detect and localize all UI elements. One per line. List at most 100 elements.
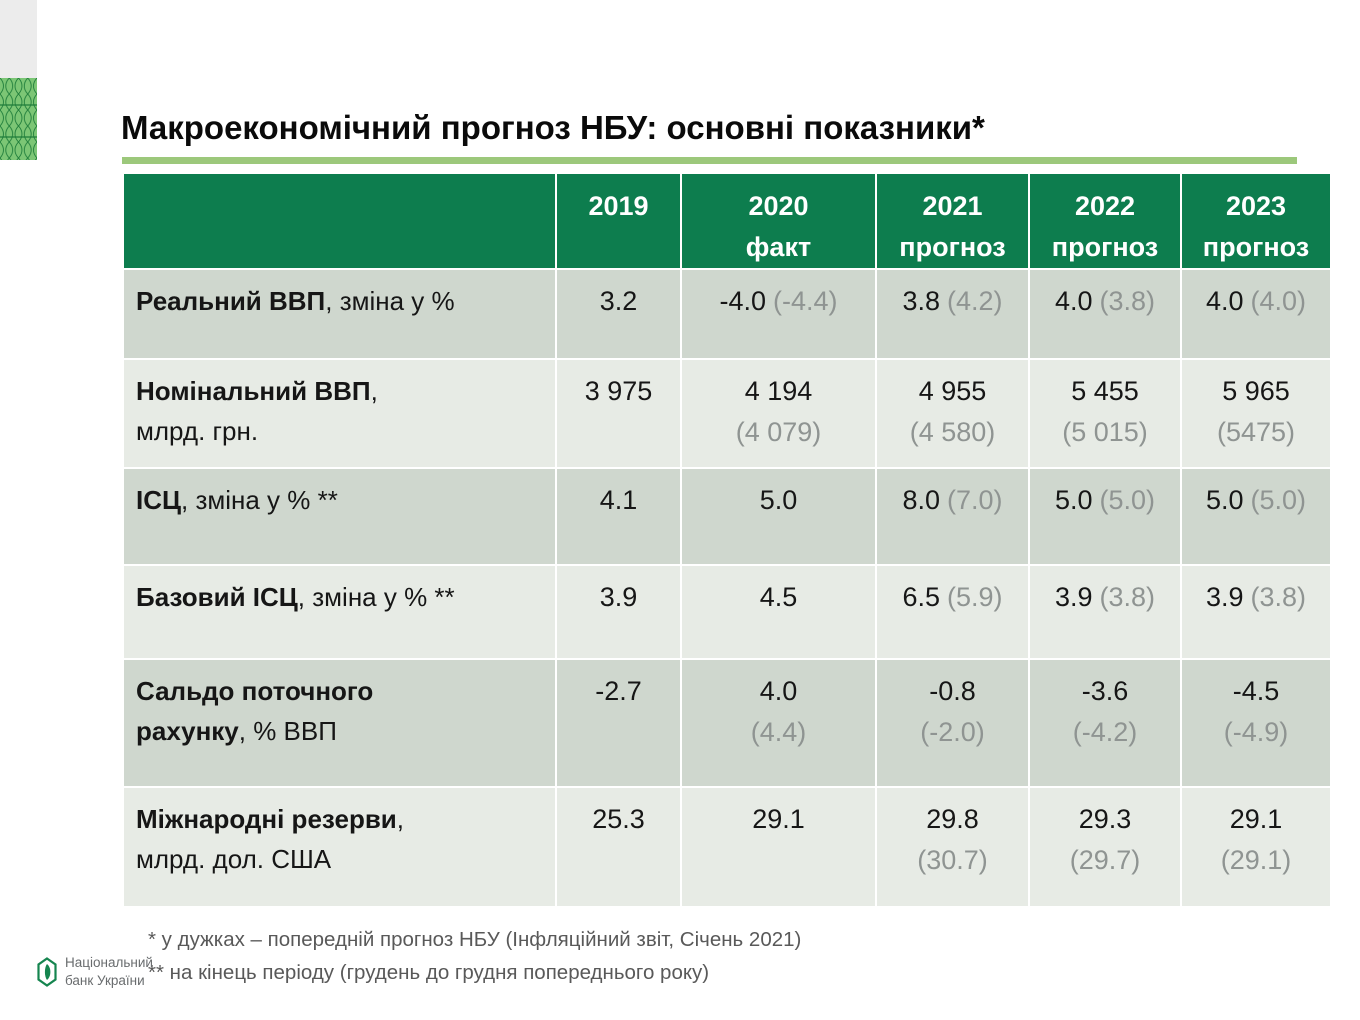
value-main: 4.0 bbox=[1205, 286, 1244, 317]
value-cell: 3.8 (4.2) bbox=[875, 268, 1030, 361]
label-bold: Міжнародні резерви bbox=[136, 804, 397, 835]
value-main: 6.5 bbox=[902, 582, 940, 613]
title-underline bbox=[122, 157, 1297, 164]
value-cell: 4 194 (4 079) bbox=[680, 358, 877, 470]
value-main: 4 955 bbox=[918, 376, 987, 407]
value-main: 4 194 bbox=[744, 376, 813, 407]
value-cell: 29.1 (29.1) bbox=[1180, 786, 1332, 909]
value-main: 29.3 bbox=[1078, 804, 1132, 835]
col-header-year: 2020 bbox=[748, 191, 809, 221]
row-label: ІСЦ, зміна у % ** bbox=[122, 467, 557, 567]
label-rest: млрд. грн. bbox=[136, 416, 259, 447]
row-reserves: Міжнародні резерви, млрд. дол. США 25.3 … bbox=[122, 786, 1332, 909]
value-prev-forecast: (-2.0) bbox=[920, 716, 985, 747]
footnote-2: ** на кінець періоду (грудень до грудня … bbox=[148, 961, 710, 985]
value-cell: -4.0 (-4.4) bbox=[680, 268, 877, 361]
value-prev-forecast: (3.8) bbox=[1099, 286, 1156, 317]
value-cell: 3.9 (3.8) bbox=[1028, 564, 1182, 661]
value-main: 5 965 bbox=[1222, 376, 1290, 407]
value-main: 4.0 bbox=[759, 676, 798, 707]
value-cell: 29.3 (29.7) bbox=[1028, 786, 1182, 909]
value-main: 5.0 bbox=[759, 485, 798, 516]
nbu-logo-line1: Національний bbox=[65, 955, 153, 970]
value-cell: 3.9 (3.8) bbox=[1180, 564, 1332, 661]
label-line: млрд. дол. США bbox=[136, 839, 541, 879]
value-main: 4.0 bbox=[1054, 286, 1093, 317]
value-cell: 5 455 (5 015) bbox=[1028, 358, 1182, 470]
col-header-sub: прогноз bbox=[1202, 232, 1310, 263]
value-main: 3 975 bbox=[584, 376, 653, 407]
col-header-year: 2022 bbox=[1074, 191, 1136, 221]
value-main: 3.9 bbox=[1054, 582, 1093, 613]
col-header-year: 2021 bbox=[922, 191, 983, 221]
value-main: 3.2 bbox=[599, 286, 638, 317]
footnotes: * у дужках – попередній прогноз НБУ (Інф… bbox=[148, 923, 801, 989]
label-rest: , % ВВП bbox=[238, 716, 337, 747]
value-main: 29.1 bbox=[1229, 804, 1283, 835]
value-prev-forecast: (3.8) bbox=[1250, 582, 1307, 613]
row-nominal-gdp: Номінальний ВВП, млрд. грн. 3 975 4 194 (… bbox=[122, 358, 1332, 470]
value-prev-forecast: (5.0) bbox=[1099, 485, 1156, 516]
value-main: 29.1 bbox=[752, 804, 805, 835]
value-cell: 5.0 (5.0) bbox=[1028, 467, 1182, 567]
header-row: 2019 2020 факт 2021 прогноз 2022 прогноз… bbox=[122, 171, 1332, 271]
col-header-sub: прогноз bbox=[899, 232, 1006, 263]
label-rest: , зміна у % ** bbox=[297, 582, 455, 613]
row-label: Реальний ВВП, зміна у % bbox=[122, 268, 557, 361]
value-prev-forecast: (5 015) bbox=[1062, 416, 1148, 447]
value-prev-forecast: (7.0) bbox=[947, 485, 1003, 516]
value-main: -4.0 bbox=[719, 286, 766, 317]
label-bold: Номінальний ВВП bbox=[136, 376, 371, 407]
value-cell: -0.8 (-2.0) bbox=[875, 658, 1030, 789]
value-main: -0.8 bbox=[929, 676, 976, 707]
value-cell: 4.1 bbox=[555, 467, 682, 567]
nbu-logo-line2: банк України bbox=[65, 972, 145, 988]
label-line: Реальний ВВП, зміна у % bbox=[136, 281, 541, 321]
label-rest: , зміна у % ** bbox=[181, 485, 338, 516]
label-rest: , bbox=[370, 376, 378, 407]
value-cell: 5 965 (5475) bbox=[1180, 358, 1332, 470]
col-header-2021: 2021 прогноз bbox=[875, 171, 1030, 271]
value-cell: 29.1 bbox=[680, 786, 877, 909]
value-prev-forecast: (4 580) bbox=[909, 416, 996, 447]
row-label: Сальдо поточного рахунку, % ВВП bbox=[122, 658, 557, 789]
value-main: 5 455 bbox=[1071, 376, 1139, 407]
nbu-logo: Національний банк України bbox=[36, 954, 153, 989]
row-cpi: ІСЦ, зміна у % ** 4.1 5.0 8.0 (7.0) 5.0 (5… bbox=[122, 467, 1332, 567]
value-main: 4.5 bbox=[759, 582, 798, 613]
value-prev-forecast: (4.2) bbox=[947, 286, 1003, 317]
value-cell: 29.8 (30.7) bbox=[875, 786, 1030, 909]
col-header-sub: факт bbox=[745, 232, 812, 263]
forecast-table: 2019 2020 факт 2021 прогноз 2022 прогноз… bbox=[122, 171, 1332, 909]
lattice-pattern-icon bbox=[0, 78, 37, 160]
label-bold: Сальдо поточного bbox=[136, 676, 374, 707]
label-line: Сальдо поточного bbox=[136, 671, 541, 711]
value-main: 25.3 bbox=[592, 804, 645, 835]
value-cell: 4.0 (4.0) bbox=[1180, 268, 1332, 361]
value-cell: 8.0 (7.0) bbox=[875, 467, 1030, 567]
label-line: рахунку, % ВВП bbox=[136, 711, 541, 751]
value-cell: 5.0 bbox=[680, 467, 877, 567]
corner-gray-bar bbox=[0, 0, 37, 78]
value-main: 3.9 bbox=[599, 582, 638, 613]
value-cell: 4.0 (4.4) bbox=[680, 658, 877, 789]
value-cell: -3.6 (-4.2) bbox=[1028, 658, 1182, 789]
value-cell: 25.3 bbox=[555, 786, 682, 909]
value-cell: 4.5 bbox=[680, 564, 877, 661]
value-prev-forecast: (29.7) bbox=[1069, 844, 1141, 875]
label-line: ІСЦ, зміна у % ** bbox=[136, 480, 541, 520]
nbu-emblem-icon bbox=[37, 956, 57, 987]
label-line: Міжнародні резерви, bbox=[136, 799, 541, 839]
label-line: Базовий ІСЦ, зміна у % ** bbox=[136, 577, 541, 617]
label-bold: Реальний ВВП bbox=[136, 286, 326, 317]
row-label: Міжнародні резерви, млрд. дол. США bbox=[122, 786, 557, 909]
col-header-2019: 2019 bbox=[555, 171, 682, 271]
value-prev-forecast: (5475) bbox=[1216, 416, 1296, 447]
label-rest: , зміна у % bbox=[325, 286, 455, 317]
label-bold: ІСЦ bbox=[136, 485, 181, 516]
value-prev-forecast: (-4.4) bbox=[773, 286, 838, 317]
label-bold: рахунку bbox=[136, 716, 239, 747]
col-header-2020: 2020 факт bbox=[680, 171, 877, 271]
label-bold: Базовий ІСЦ bbox=[136, 582, 298, 613]
value-main: 5.0 bbox=[1205, 485, 1244, 516]
